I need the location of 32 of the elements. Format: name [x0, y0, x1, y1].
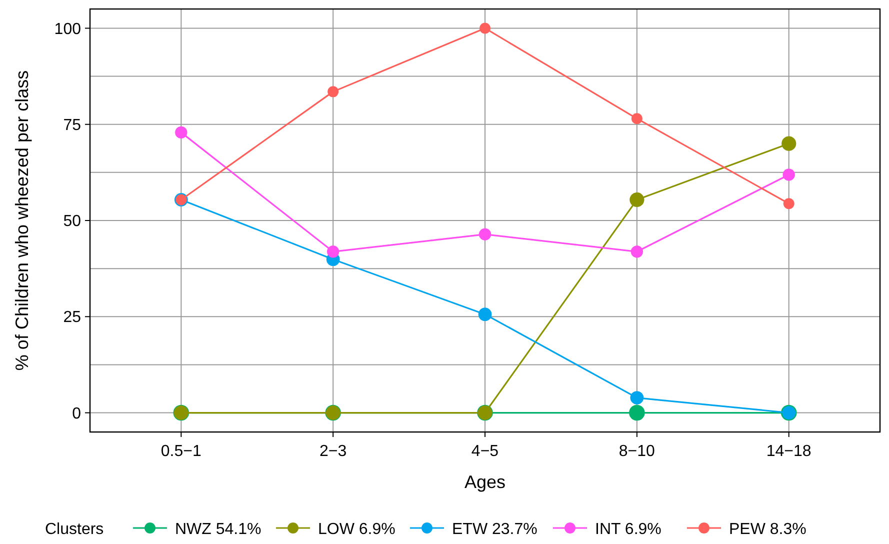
point — [782, 168, 795, 181]
point — [478, 228, 492, 240]
y-axis-title: % of Children who wheezed per class — [12, 70, 32, 371]
x-tick-label: 0.5−1 — [160, 443, 202, 460]
point — [326, 246, 340, 258]
x-tick-label: 8−10 — [618, 443, 656, 460]
point — [630, 192, 644, 208]
point — [630, 246, 644, 258]
x-tick-label: 2−3 — [320, 443, 347, 460]
x-axis-title: Ages — [464, 472, 506, 492]
legend-label: INT 6.9% — [595, 521, 662, 538]
point — [175, 126, 188, 139]
y-tick-label: 25 — [63, 309, 82, 326]
legend-label: LOW 6.9% — [318, 521, 396, 538]
legend-label: PEW 8.3% — [729, 521, 806, 538]
legend-label: NWZ 54.1% — [175, 521, 262, 538]
point — [629, 404, 645, 421]
legend-title: Clusters — [45, 521, 104, 538]
point — [630, 391, 644, 404]
y-tick-label: 50 — [63, 213, 82, 230]
x-tick-label: 14−18 — [766, 443, 812, 460]
point — [631, 113, 642, 124]
point — [783, 198, 794, 210]
point — [478, 308, 492, 322]
y-tick-label: 0 — [72, 405, 82, 422]
legend-label: ETW 23.7% — [452, 521, 538, 538]
x-tick-label: 4−5 — [471, 443, 499, 460]
y-tick-label: 100 — [54, 20, 82, 38]
point — [782, 136, 796, 151]
y-tick-label: 75 — [63, 116, 82, 134]
point — [328, 86, 339, 98]
point — [480, 22, 490, 34]
